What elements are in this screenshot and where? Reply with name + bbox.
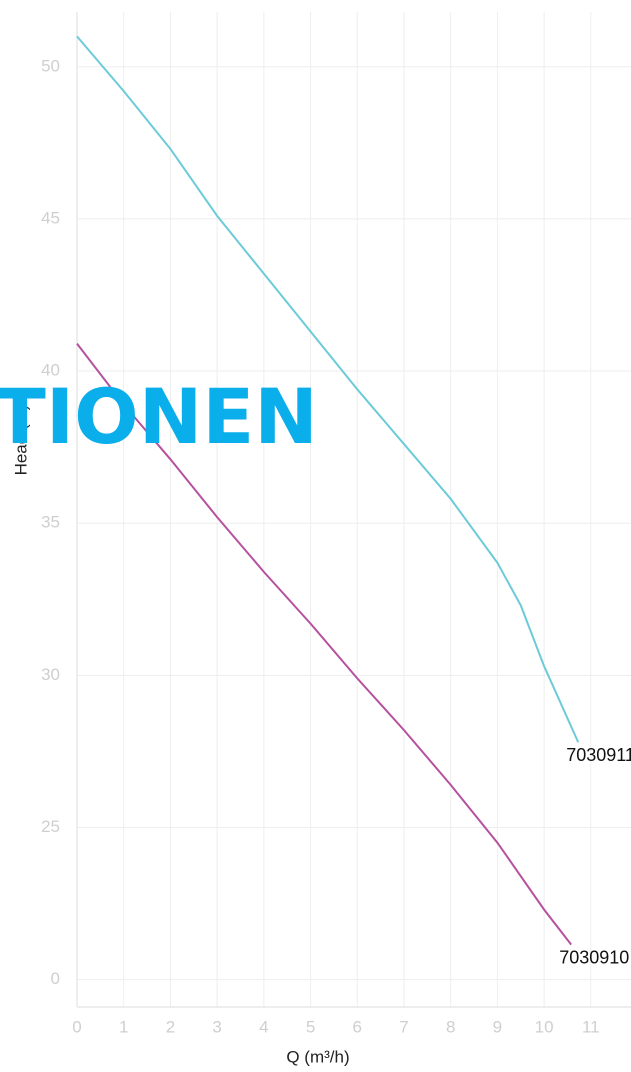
y-tick-label: 35: [41, 513, 60, 532]
y-tick-label: 25: [41, 817, 60, 836]
x-tick-label: 5: [306, 1017, 315, 1036]
y-axis-label: Head (m): [11, 405, 30, 476]
watermark: TIONEN: [0, 372, 318, 461]
x-tick-label: 9: [493, 1017, 502, 1036]
x-tick-label: 2: [166, 1017, 175, 1036]
y-tick-label: 40: [41, 361, 60, 380]
x-tick-label: 0: [72, 1017, 81, 1036]
series-line: [76, 35, 580, 743]
y-tick-label: 45: [41, 208, 60, 227]
x-tick-label: 1: [119, 1017, 128, 1036]
series-line: [76, 343, 572, 946]
x-tick-label: 6: [353, 1017, 362, 1036]
y-tick-label: 30: [41, 665, 60, 684]
x-tick-label: 8: [446, 1017, 455, 1036]
x-tick-label: 4: [259, 1017, 268, 1036]
x-tick-label: 11: [582, 1017, 600, 1036]
x-axis-label: Q (m³/h): [286, 1047, 349, 1066]
y-tick-label: 0: [51, 969, 60, 988]
x-tick-label: 3: [212, 1017, 221, 1036]
series-label: 7030910: [559, 947, 629, 967]
series-label: 7030911: [566, 745, 631, 765]
x-tick-label: 7: [399, 1017, 408, 1036]
y-tick-label: 50: [41, 56, 60, 75]
x-tick-label: 10: [535, 1017, 554, 1036]
